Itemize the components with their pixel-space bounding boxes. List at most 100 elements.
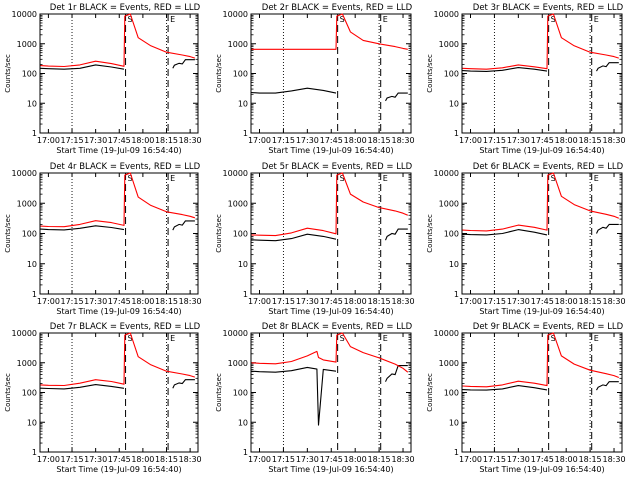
series-events-line-segment	[172, 59, 195, 69]
panel-det-3: Det 3r BLACK = Events, RED = LLD 1 10 100 10…	[426, 3, 626, 155]
x-tick-label: 18:00	[555, 297, 578, 306]
series-events-line-segment	[385, 92, 408, 102]
x-tick-label: 18:30	[391, 455, 414, 464]
plot-frame	[39, 172, 199, 295]
x-tick-label: 17:30	[296, 136, 319, 145]
x-axis-label: Start Time (19-Jul-09 16:54:40)	[479, 465, 604, 474]
y-tick-label: 1	[454, 129, 459, 138]
marker-label-e: E	[170, 15, 175, 24]
x-tick-label: 17:00	[248, 455, 271, 464]
marker-label-s: S	[340, 334, 345, 343]
y-tick-label: 10	[449, 260, 459, 269]
x-tick-label: 18:00	[131, 455, 154, 464]
series-events-line-segment	[596, 381, 619, 391]
marker-label-s: S	[128, 174, 133, 183]
panel-title: Det 5r BLACK = Events, RED = LLD	[262, 162, 413, 172]
panel-title: Det 1r BLACK = Events, RED = LLD	[50, 3, 201, 13]
y-tick-label: 10000	[434, 169, 459, 178]
y-tick-label: 1000	[439, 359, 459, 368]
marker-label-e: E	[594, 15, 599, 24]
series-lld-line	[251, 13, 408, 50]
x-tick-label: 17:00	[37, 297, 60, 306]
x-axis-label: Start Time (19-Jul-09 16:54:40)	[56, 146, 181, 155]
y-tick-label: 100	[22, 389, 37, 398]
marker-label-s: S	[340, 174, 345, 183]
series-lld-line	[40, 13, 196, 68]
x-tick-label: 18:00	[131, 297, 154, 306]
x-tick-label: 17:45	[531, 297, 554, 306]
series-lld-line	[462, 332, 620, 388]
y-tick-label: 1000	[228, 199, 248, 208]
series-events-line	[251, 233, 337, 242]
x-tick-label: 17:45	[531, 136, 554, 145]
x-tick-label: 17:45	[320, 136, 343, 145]
x-tick-label: 17:15	[483, 297, 506, 306]
marker-label-e: E	[594, 174, 599, 183]
y-tick-label: 10000	[223, 329, 248, 338]
y-tick-label: 1	[243, 129, 248, 138]
series-events-line-segment	[596, 223, 619, 234]
x-tick-label: 18:00	[131, 136, 154, 145]
x-tick-label: 17:45	[108, 297, 131, 306]
marker-label-s: S	[340, 15, 345, 24]
x-tick-label: 17:00	[459, 455, 482, 464]
x-tick-label: 18:15	[579, 297, 602, 306]
y-tick-label: 10	[449, 418, 459, 427]
y-tick-label: 10000	[12, 10, 37, 19]
x-tick-label: 17:30	[84, 455, 107, 464]
x-tick-label: 17:30	[84, 297, 107, 306]
y-axis-label: Counts/sec	[426, 54, 434, 93]
x-tick-label: 17:30	[507, 297, 530, 306]
panel-title: Det 4r BLACK = Events, RED = LLD	[50, 162, 201, 172]
y-tick-label: 10000	[12, 329, 37, 338]
y-axis-label: Counts/sec	[215, 54, 223, 93]
y-axis-label: Counts/sec	[426, 373, 434, 412]
x-axis-label: Start Time (19-Jul-09 16:54:40)	[479, 146, 604, 155]
x-axis-label: Start Time (19-Jul-09 16:54:40)	[268, 307, 393, 316]
y-tick-label: 10000	[223, 10, 248, 19]
y-axis-label: Counts/sec	[426, 214, 434, 253]
x-axis-label: Start Time (19-Jul-09 16:54:40)	[56, 465, 181, 474]
panel-title: Det 8r BLACK = Events, RED = LLD	[262, 322, 413, 332]
series-events-line	[462, 229, 548, 236]
series-events-line	[462, 67, 548, 72]
panel-det-5: Det 5r BLACK = Events, RED = LLD 1 10 100 10…	[215, 162, 415, 316]
x-tick-label: 17:00	[459, 297, 482, 306]
y-axis-label: Counts/sec	[4, 54, 12, 93]
x-tick-label: 18:15	[155, 136, 178, 145]
x-tick-label: 17:15	[60, 297, 83, 306]
x-tick-label: 17:15	[60, 136, 83, 145]
y-tick-label: 1000	[228, 359, 248, 368]
plot-frame	[39, 332, 199, 453]
marker-label-e: E	[170, 334, 175, 343]
y-tick-label: 1000	[17, 199, 37, 208]
series-events-line-segment	[172, 379, 195, 389]
y-tick-label: 100	[22, 70, 37, 79]
x-tick-label: 18:00	[344, 297, 367, 306]
y-tick-label: 100	[444, 70, 459, 79]
panel-title: Det 2r BLACK = Events, RED = LLD	[262, 3, 413, 13]
y-tick-label: 1	[32, 448, 37, 457]
marker-label-s: S	[551, 174, 556, 183]
y-tick-label: 10000	[434, 329, 459, 338]
series-lld-line	[40, 172, 196, 228]
series-events-line	[40, 384, 125, 390]
x-tick-label: 18:15	[579, 455, 602, 464]
x-tick-label: 17:15	[272, 455, 295, 464]
series-lld-line	[251, 172, 409, 237]
series-events-line-segment	[385, 365, 408, 382]
panel-det-4: Det 4r BLACK = Events, RED = LLD 1 10 100 10…	[4, 162, 202, 316]
marker-label-s: S	[128, 15, 133, 24]
x-tick-label: 18:30	[602, 136, 625, 145]
marker-label-e: E	[594, 334, 599, 343]
x-tick-label: 18:15	[579, 136, 602, 145]
x-tick-label: 17:15	[272, 297, 295, 306]
marker-label-s: S	[551, 334, 556, 343]
y-tick-label: 10	[238, 418, 248, 427]
x-tick-label: 18:30	[179, 455, 202, 464]
y-tick-label: 10000	[223, 169, 248, 178]
panel-det-6: Det 6r BLACK = Events, RED = LLD 1 10 100 10…	[426, 162, 626, 316]
y-tick-label: 100	[444, 389, 459, 398]
y-tick-label: 1000	[439, 199, 459, 208]
marker-label-s: S	[128, 334, 133, 343]
